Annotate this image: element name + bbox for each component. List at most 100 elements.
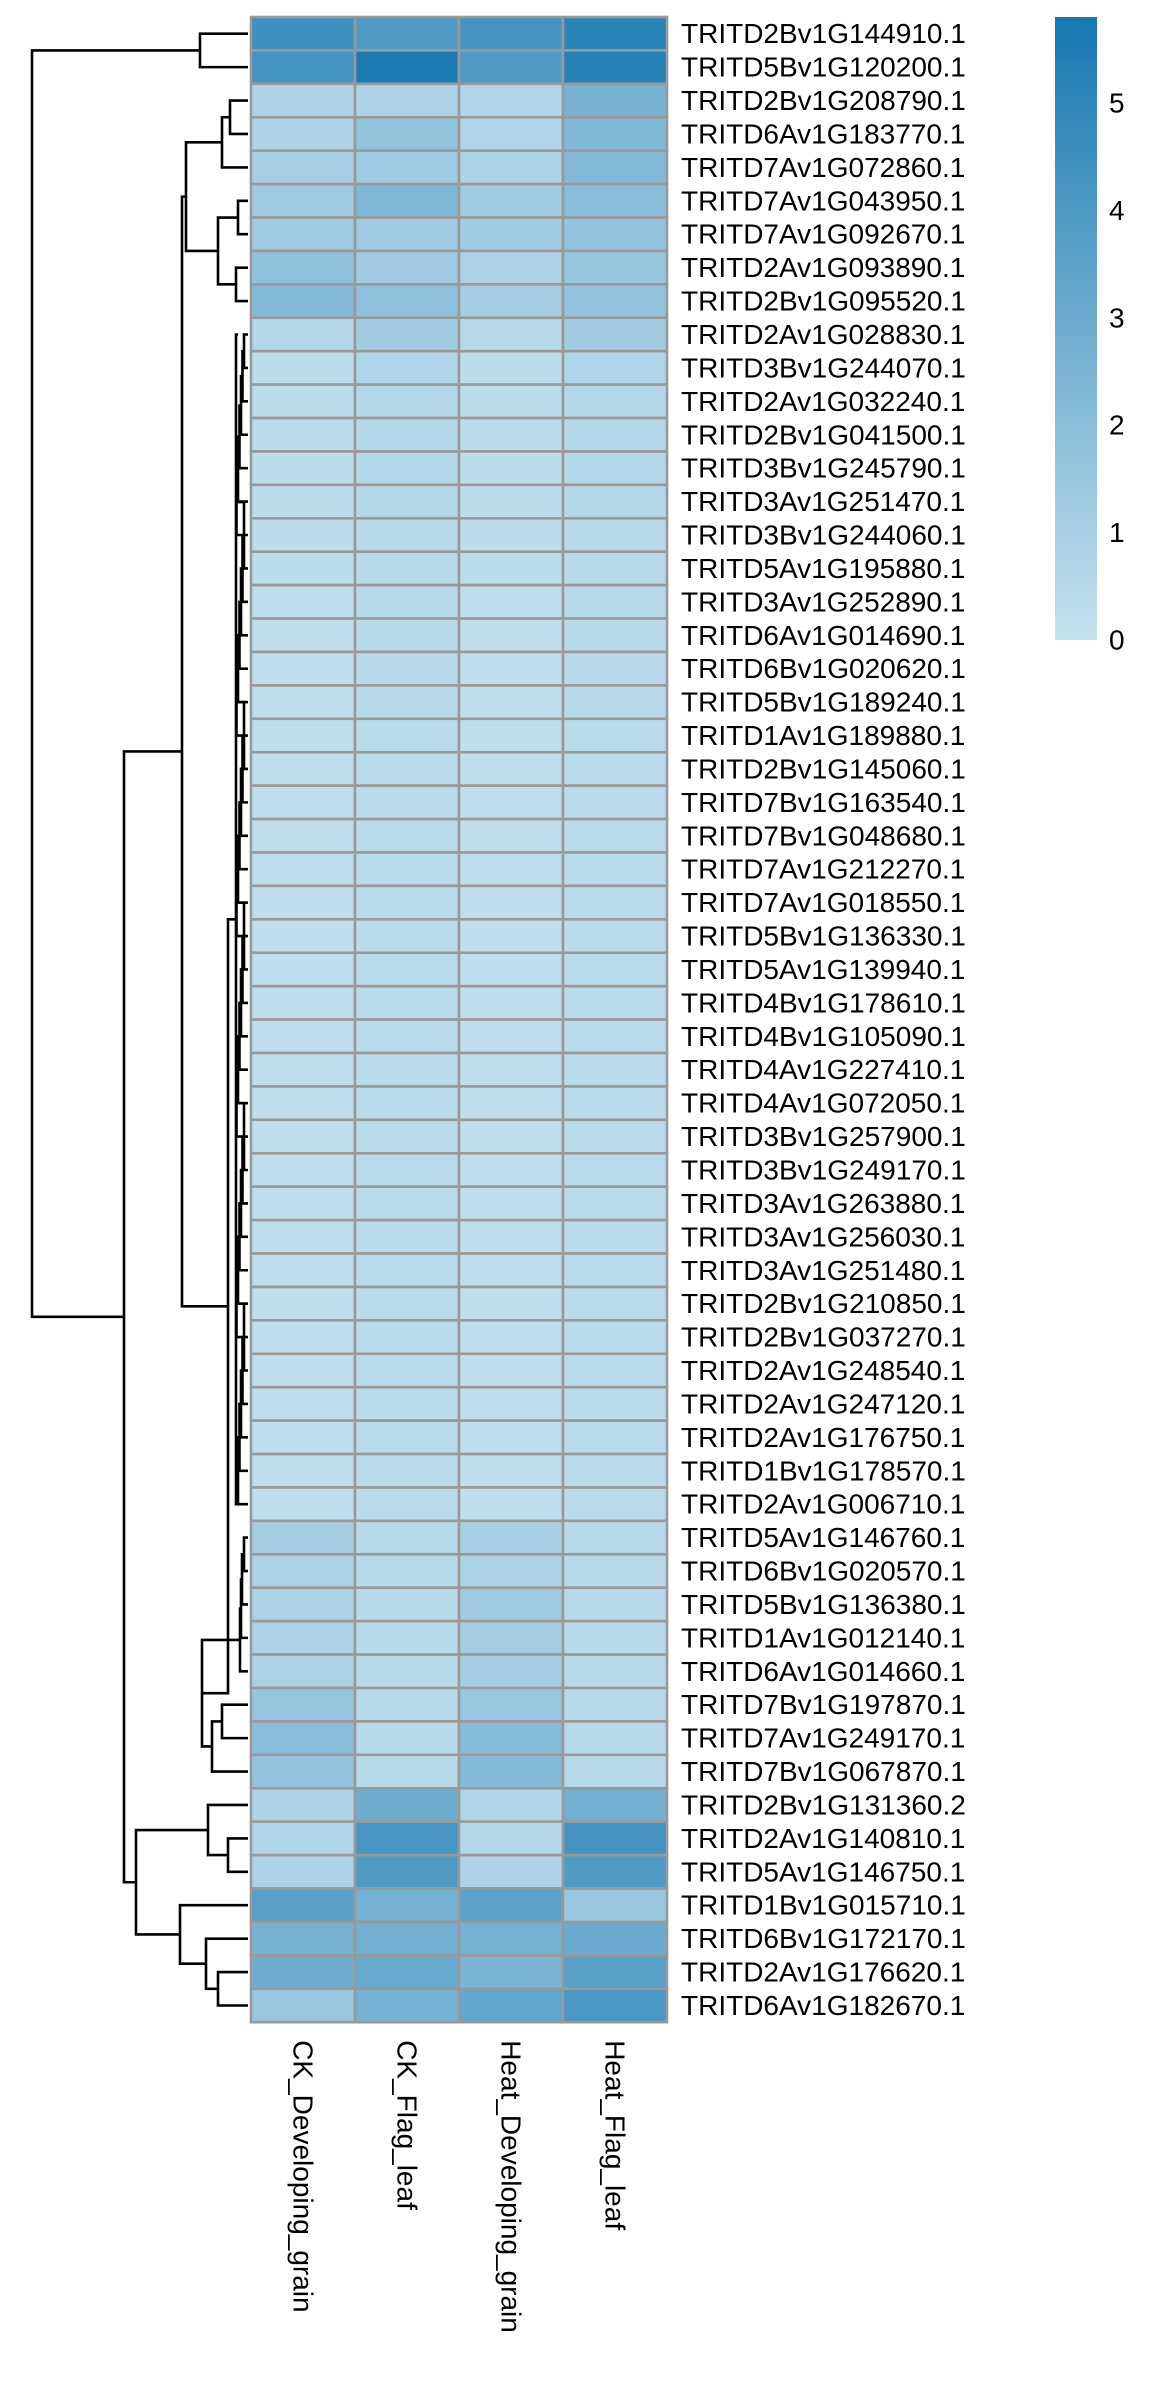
heatmap-cell — [457, 516, 565, 554]
row-dendrogram — [30, 32, 248, 2007]
heatmap-cell — [353, 1954, 461, 1991]
heatmap-cell — [457, 1385, 565, 1422]
row-label: TRITD3Av1G251480.1 — [681, 1255, 965, 1286]
heatmap-cell — [249, 984, 357, 1021]
heatmap-cell — [249, 1319, 357, 1356]
heatmap-cell — [457, 416, 565, 453]
heatmap-cell — [249, 1820, 357, 1857]
heatmap-cell — [249, 1720, 357, 1757]
row-label: TRITD3Av1G256030.1 — [681, 1221, 965, 1252]
heatmap-cell — [561, 1920, 669, 1957]
row-label: TRITD3Av1G263880.1 — [681, 1188, 965, 1219]
heatmap-cell — [249, 450, 357, 487]
heatmap-cell — [561, 283, 669, 320]
heatmap-cell — [353, 49, 461, 86]
row-label: TRITD5Av1G146750.1 — [681, 1856, 965, 1887]
column-label: CK_Flag_leaf — [392, 2040, 423, 2210]
heatmap-cell — [561, 951, 669, 988]
heatmap-cell — [249, 1051, 357, 1088]
heatmap-cell — [353, 1820, 461, 1857]
row-label: TRITD2Av1G032240.1 — [681, 386, 965, 417]
row-label: TRITD1Bv1G015710.1 — [681, 1890, 966, 1921]
heatmap-cell — [457, 884, 565, 921]
heatmap-cell — [353, 918, 461, 955]
heatmap-cell — [457, 82, 565, 119]
heatmap-cell — [353, 115, 461, 152]
heatmap-cell — [249, 1954, 357, 1991]
heatmap-cell — [353, 15, 461, 52]
heatmap-cell — [353, 1519, 461, 1556]
row-labels: TRITD2Bv1G144910.1TRITD5Bv1G120200.1TRIT… — [681, 18, 966, 2021]
heatmap-cell — [249, 1853, 357, 1890]
heatmap-cell — [353, 817, 461, 854]
heatmap-cell — [561, 1820, 669, 1857]
heatmap-cell — [457, 283, 565, 320]
dendrogram-branch — [242, 333, 248, 370]
heatmap-cell — [457, 115, 565, 152]
heatmap-cell — [249, 1118, 357, 1155]
legend-colorbar — [1055, 17, 1097, 640]
heatmap-cell — [561, 182, 669, 219]
heatmap-cell — [457, 750, 565, 787]
heatmap-cell — [457, 817, 565, 854]
heatmap-cell — [353, 851, 461, 888]
heatmap-cell — [457, 249, 565, 286]
heatmap-cell — [561, 1218, 669, 1255]
heatmap-cell — [457, 1519, 565, 1556]
heatmap-cell — [353, 1853, 461, 1890]
heatmap-cell — [353, 1252, 461, 1289]
row-label: TRITD5Av1G195880.1 — [681, 553, 965, 584]
heatmap-cell — [561, 1786, 669, 1823]
heatmap-cell — [561, 1619, 669, 1656]
heatmap-cell — [249, 1151, 357, 1189]
column-labels: CK_Developing_grain CK_Flag_leaf Heat_Deve… — [288, 2040, 631, 2333]
heatmap-cell — [249, 1486, 357, 1523]
row-label: TRITD2Av1G006710.1 — [681, 1489, 965, 1520]
heatmap-cell — [457, 1118, 565, 1155]
heatmap-cell — [561, 1486, 669, 1523]
heatmap-cell — [249, 1519, 357, 1556]
heatmap-cell — [561, 1285, 669, 1322]
row-label: TRITD3Bv1G245790.1 — [681, 453, 966, 484]
row-label: TRITD2Bv1G041500.1 — [681, 419, 966, 450]
heatmap-cell — [561, 1419, 669, 1456]
legend-ticks: 0 1 2 3 4 5 — [1109, 87, 1125, 655]
heatmap-cell — [457, 550, 565, 587]
heatmap-cell — [353, 82, 461, 119]
heatmap-cell — [249, 884, 357, 921]
heatmap-cell — [561, 1586, 669, 1623]
heatmap-cell — [457, 349, 565, 386]
heatmap-cell — [249, 1653, 357, 1690]
heatmap-cell — [561, 817, 669, 854]
row-label: TRITD6Av1G014660.1 — [681, 1656, 965, 1687]
heatmap-cell — [249, 717, 357, 754]
heatmap-cell — [457, 1051, 565, 1088]
heatmap-cell — [457, 918, 565, 955]
heatmap-cell — [561, 750, 669, 787]
heatmap-cell — [353, 583, 461, 620]
heatmap-cell — [561, 851, 669, 888]
heatmap-cell — [249, 684, 357, 721]
heatmap-cell — [561, 784, 669, 821]
heatmap-cell — [561, 984, 669, 1021]
heatmap-cell — [249, 1452, 357, 1489]
heatmap-cell — [561, 1887, 669, 1924]
heatmap-cell — [353, 1185, 461, 1222]
heatmap-cell — [561, 115, 669, 152]
dendrogram-branch — [226, 1837, 248, 1874]
column-label: CK_Developing_grain — [288, 2040, 319, 2312]
row-label: TRITD2Bv1G145060.1 — [681, 753, 966, 784]
heatmap-cell — [561, 717, 669, 754]
heatmap-cell — [561, 617, 669, 654]
heatmap-cell — [561, 516, 669, 554]
heatmap-cell — [353, 1920, 461, 1957]
heatmap-cell — [353, 1051, 461, 1088]
row-label: TRITD2Av1G093890.1 — [681, 252, 965, 283]
heatmap-cell — [561, 216, 669, 253]
heatmap-cell — [353, 383, 461, 420]
heatmap-cell — [457, 1185, 565, 1222]
dendrogram-branch — [234, 266, 248, 303]
row-label: TRITD5Bv1G189240.1 — [681, 687, 966, 718]
dendrogram-branch — [134, 1828, 208, 1936]
row-label: TRITD5Av1G146760.1 — [681, 1522, 965, 1553]
